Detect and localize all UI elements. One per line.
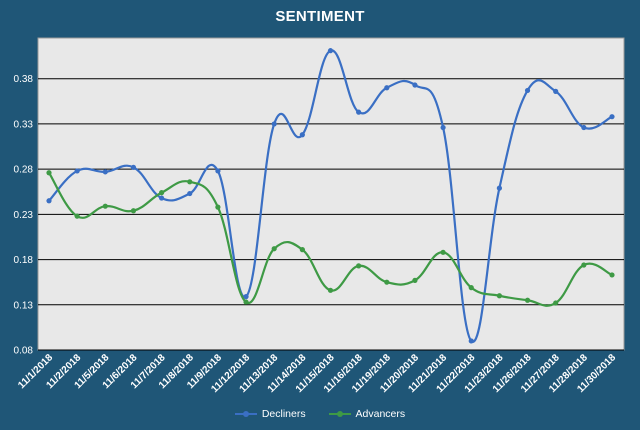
data-point-advancers	[440, 249, 446, 255]
data-point-advancers	[496, 293, 502, 299]
data-point-decliners	[496, 185, 502, 191]
y-tick-label: 0.18	[14, 255, 34, 266]
legend-swatch-advancers	[328, 411, 351, 417]
data-point-advancers	[243, 299, 249, 305]
data-point-advancers	[187, 179, 193, 185]
data-point-advancers	[581, 262, 587, 268]
data-point-decliners	[243, 294, 249, 300]
y-tick-label: 0.33	[14, 119, 34, 130]
data-point-decliners	[553, 88, 559, 94]
data-point-advancers	[215, 204, 221, 210]
series-line-advancers	[48, 172, 613, 307]
legend: Decliners Advancers	[0, 406, 640, 420]
data-point-decliners	[609, 114, 615, 120]
data-point-decliners	[468, 338, 474, 344]
data-point-decliners	[384, 85, 390, 91]
legend-item-decliners[interactable]: Decliners	[234, 408, 306, 420]
data-point-advancers	[384, 279, 390, 285]
data-point-advancers	[553, 300, 559, 306]
data-point-advancers	[524, 297, 531, 303]
y-tick-label: 0.28	[14, 165, 34, 176]
data-point-advancers	[46, 170, 52, 176]
y-tick-label: 0.38	[14, 74, 34, 85]
data-point-advancers	[299, 247, 305, 253]
data-point-advancers	[102, 203, 108, 209]
data-point-advancers	[327, 287, 334, 293]
data-point-decliners	[524, 87, 531, 94]
data-point-advancers	[468, 285, 474, 291]
data-point-advancers	[159, 190, 165, 196]
y-tick-label: 0.23	[14, 210, 34, 221]
data-point-decliners	[299, 132, 305, 138]
data-point-decliners	[412, 82, 418, 88]
data-point-decliners	[187, 190, 193, 197]
data-point-decliners	[581, 124, 587, 131]
data-point-advancers	[130, 208, 137, 214]
data-point-decliners	[215, 168, 221, 174]
chart-title: SENTIMENT	[275, 8, 365, 25]
data-point-advancers	[412, 277, 418, 283]
legend-label-advancers: Advancers	[355, 408, 406, 420]
legend-label-decliners: Decliners	[261, 408, 306, 420]
data-point-decliners	[130, 164, 137, 170]
legend-swatch-decliners	[234, 411, 257, 417]
y-tick-label: 0.08	[14, 346, 34, 357]
data-point-decliners	[102, 169, 108, 175]
data-point-decliners	[74, 168, 80, 174]
data-point-decliners	[356, 109, 362, 115]
data-point-advancers	[356, 263, 362, 269]
data-point-decliners	[440, 124, 446, 131]
data-point-advancers	[609, 272, 615, 278]
data-point-decliners	[271, 121, 277, 127]
y-tick-label: 0.13	[14, 300, 34, 311]
data-point-decliners	[46, 198, 52, 204]
legend-item-advancers[interactable]: Advancers	[328, 408, 406, 420]
data-point-advancers	[74, 213, 80, 219]
data-point-decliners	[327, 48, 334, 54]
data-point-advancers	[271, 246, 277, 252]
data-point-decliners	[159, 195, 165, 201]
